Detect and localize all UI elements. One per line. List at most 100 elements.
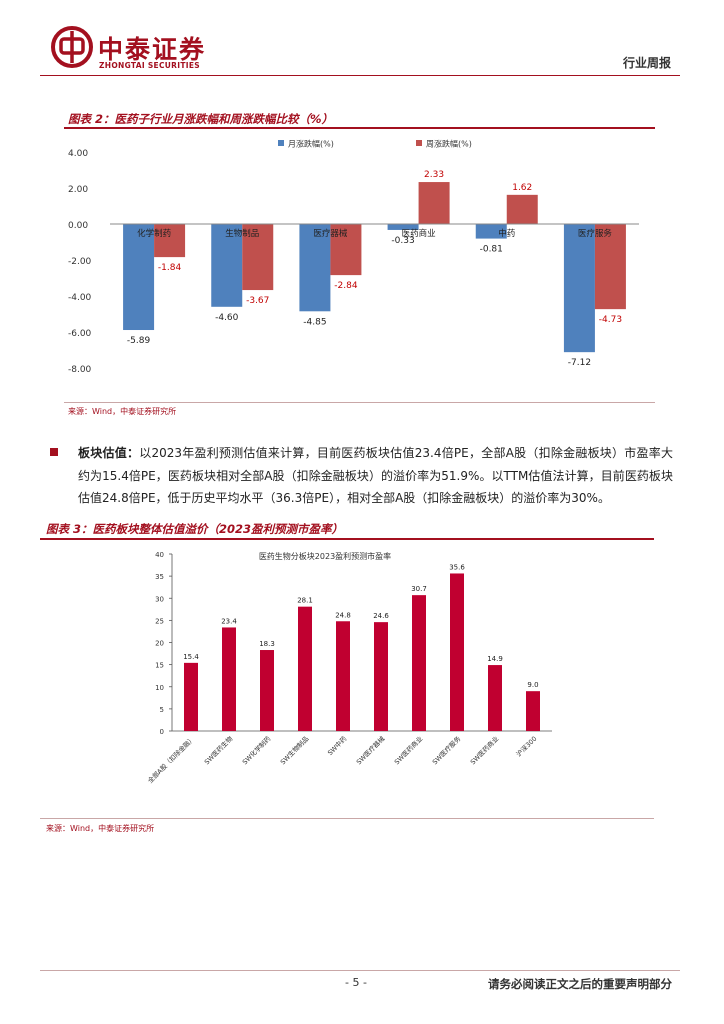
category-label: SW医疗服务 bbox=[430, 734, 463, 767]
header-divider bbox=[40, 75, 680, 76]
data-label: -5.89 bbox=[127, 336, 151, 346]
y-tick-label: 25 bbox=[155, 617, 164, 625]
figure2-bottom-rule bbox=[64, 402, 655, 403]
category-label: 全部A股（扣除金融） bbox=[146, 734, 197, 785]
y-tick-label: 0 bbox=[160, 728, 164, 736]
figure2-title: 图表 2：医药子行业月涨跌幅和周涨跌幅比较（%） bbox=[68, 112, 334, 126]
category-label: SW化学制药 bbox=[240, 734, 273, 767]
category-label: 化学制药 bbox=[137, 228, 171, 239]
figure3-source: 来源：Wind，中泰证券研究所 bbox=[46, 824, 155, 833]
data-label: 14.9 bbox=[487, 655, 503, 663]
bar bbox=[330, 224, 362, 276]
data-label: -4.60 bbox=[215, 313, 239, 323]
y-tick-label: 30 bbox=[155, 595, 164, 603]
legend-swatch bbox=[278, 140, 284, 146]
y-tick-label: -6.00 bbox=[68, 329, 92, 339]
footer-disclaimer: 请务必阅读正文之后的重要声明部分 bbox=[488, 977, 672, 991]
category-label: 医疗服务 bbox=[578, 228, 613, 239]
data-label: 2.33 bbox=[424, 170, 444, 180]
data-label: 24.8 bbox=[335, 611, 351, 619]
legend-label: 月涨跌幅(%) bbox=[288, 139, 334, 149]
category-label: 生物制品 bbox=[225, 228, 259, 239]
y-tick-label: 2.00 bbox=[68, 185, 88, 195]
figure3-chart: 40 35 30 25 20 15 10 5 0 医药生物分板块2023盈利预测市盈率 15.4 全部… bbox=[146, 551, 552, 785]
brand-logo-icon bbox=[51, 26, 93, 68]
y-tick-label: 0.00 bbox=[68, 221, 88, 231]
data-label: 35.6 bbox=[449, 563, 465, 571]
data-label: 23.4 bbox=[221, 617, 237, 625]
bar bbox=[222, 627, 236, 731]
legend-label: 周涨跌幅(%) bbox=[426, 139, 472, 149]
bar bbox=[299, 224, 331, 312]
figure2-chart: 4.00 2.00 0.00 -2.00 -4.00 -6.00 -8.00 月涨跌幅(%) 周… bbox=[68, 139, 639, 375]
bar bbox=[298, 606, 312, 731]
data-label: 28.1 bbox=[297, 597, 313, 605]
data-label: -7.12 bbox=[568, 358, 591, 368]
data-label: -3.67 bbox=[246, 296, 269, 306]
chart-title: 医药生物分板块2023盈利预测市盈率 bbox=[259, 551, 391, 561]
data-label: -0.33 bbox=[391, 236, 414, 246]
category-label: 医疗器械 bbox=[313, 228, 348, 239]
bar bbox=[488, 665, 502, 731]
figure2-top-rule bbox=[64, 127, 655, 129]
bar bbox=[184, 662, 198, 731]
y-tick-label: 35 bbox=[155, 573, 164, 581]
y-tick-label: 5 bbox=[160, 706, 164, 714]
page-number: - 5 - bbox=[345, 976, 367, 989]
data-label: 1.62 bbox=[512, 183, 532, 193]
report-type: 行业周报 bbox=[622, 56, 671, 70]
bar bbox=[154, 224, 186, 258]
bar bbox=[242, 224, 274, 291]
legend-swatch bbox=[416, 140, 422, 146]
bar bbox=[211, 224, 243, 307]
figure3-title: 图表 3：医药板块整体估值溢价（2023盈利预测市盈率） bbox=[46, 522, 344, 536]
bar bbox=[123, 224, 155, 331]
y-tick-label: 15 bbox=[155, 662, 164, 670]
bar bbox=[450, 573, 464, 731]
footer-divider bbox=[40, 970, 680, 971]
bar bbox=[418, 182, 450, 224]
data-label: -4.73 bbox=[599, 315, 622, 325]
category-label: SW医药商业 bbox=[392, 734, 425, 767]
brand-name-en: ZHONGTAI SECURITIES bbox=[99, 61, 200, 70]
bar bbox=[594, 224, 626, 310]
data-label: -2.84 bbox=[334, 281, 358, 291]
data-label: 18.3 bbox=[259, 640, 275, 648]
bar bbox=[336, 621, 350, 731]
valuation-paragraph: 板块估值：以2023年盈利预测估值来计算，目前医药板块估值23.4倍PE，全部A… bbox=[78, 442, 673, 510]
category-label: SW中药 bbox=[325, 734, 348, 757]
y-tick-label: -2.00 bbox=[68, 257, 92, 267]
bar bbox=[506, 194, 538, 224]
category-label: 医药商业 bbox=[402, 228, 436, 239]
bar bbox=[387, 224, 419, 230]
y-tick-label: 4.00 bbox=[68, 149, 88, 159]
category-label: SW医药生物 bbox=[202, 734, 235, 767]
y-tick-label: -8.00 bbox=[68, 365, 92, 375]
bar bbox=[526, 691, 540, 731]
paragraph-body: 以2023年盈利预测估值来计算，目前医药板块估值23.4倍PE，全部A股（扣除金… bbox=[78, 446, 673, 505]
category-label: SW医疗器械 bbox=[354, 734, 387, 767]
data-label: -0.81 bbox=[480, 245, 503, 255]
y-tick-label: 20 bbox=[155, 640, 164, 648]
data-label: 9.0 bbox=[527, 681, 538, 689]
category-label: 沪深300 bbox=[514, 734, 538, 758]
bar bbox=[260, 650, 274, 731]
figure3-bottom-rule bbox=[40, 818, 654, 819]
data-label: 15.4 bbox=[183, 653, 199, 661]
bar bbox=[374, 622, 388, 731]
y-tick-label: -4.00 bbox=[68, 293, 92, 303]
y-tick-label: 40 bbox=[155, 551, 164, 559]
category-label: 中药 bbox=[498, 228, 515, 239]
category-label: SW生物制品 bbox=[278, 734, 310, 766]
paragraph-lead: 板块估值： bbox=[78, 446, 140, 460]
data-label: -1.84 bbox=[158, 263, 182, 273]
bullet-marker bbox=[50, 448, 58, 456]
figure2-source: 来源：Wind，中泰证券研究所 bbox=[68, 407, 177, 416]
category-label: SW医药商业 bbox=[468, 734, 501, 767]
bar bbox=[475, 224, 507, 239]
y-tick-label: 10 bbox=[155, 684, 164, 692]
data-label: -4.85 bbox=[303, 317, 326, 327]
data-label: 30.7 bbox=[411, 585, 427, 593]
bar bbox=[412, 595, 426, 731]
figure3-top-rule bbox=[40, 538, 654, 540]
